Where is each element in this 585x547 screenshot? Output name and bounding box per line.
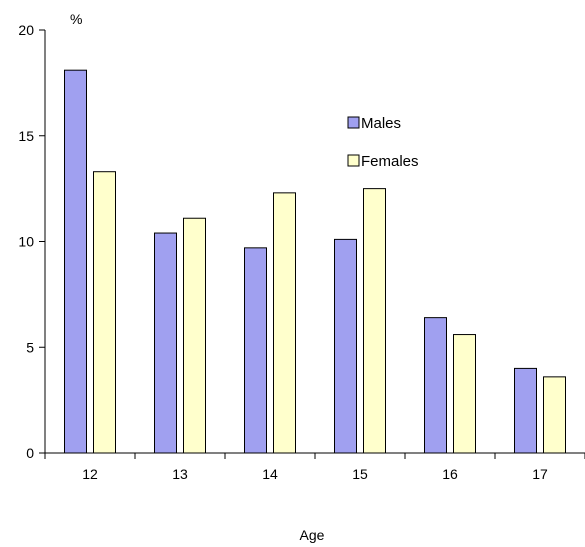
bar-females-13 xyxy=(183,217,206,454)
bar-females-16 xyxy=(453,334,476,454)
bar-males-15 xyxy=(334,238,357,454)
x-axis-label: Age xyxy=(300,527,325,543)
bar-males-14 xyxy=(244,247,267,454)
x-tick-label: 17 xyxy=(532,466,548,482)
x-tick-label: 12 xyxy=(82,466,98,482)
legend: Males Females xyxy=(347,115,419,170)
bar-males-13 xyxy=(154,232,177,454)
x-tick-label: 15 xyxy=(352,466,368,482)
bar-females-17 xyxy=(543,376,566,454)
x-tick-label: 14 xyxy=(262,466,278,482)
axes-layer xyxy=(44,30,585,454)
y-ticks: 0 5 10 15 20 xyxy=(18,22,45,461)
bar-males-12 xyxy=(64,69,87,454)
x-tick-label: 13 xyxy=(172,466,188,482)
legend-label-females: Females xyxy=(361,153,419,170)
bar-males-16 xyxy=(424,317,447,454)
x-ticks: 12 13 14 15 16 17 xyxy=(44,453,585,482)
bar-females-12 xyxy=(93,171,116,454)
bar-males-17 xyxy=(514,367,537,454)
bar-females-15 xyxy=(363,188,386,454)
y-tick-label: 0 xyxy=(26,445,34,461)
bars-layer xyxy=(64,69,566,454)
y-tick-label: 10 xyxy=(18,234,34,250)
y-tick-label: 5 xyxy=(26,339,34,355)
legend-swatch-males xyxy=(347,116,360,129)
y-tick-label: 15 xyxy=(18,128,34,144)
x-tick-label: 16 xyxy=(442,466,458,482)
legend-label-males: Males xyxy=(361,115,401,132)
y-tick-label: 20 xyxy=(18,22,34,38)
y-axis-label: % xyxy=(70,11,82,27)
legend-swatch-females xyxy=(347,154,360,167)
bar-females-14 xyxy=(273,192,296,454)
